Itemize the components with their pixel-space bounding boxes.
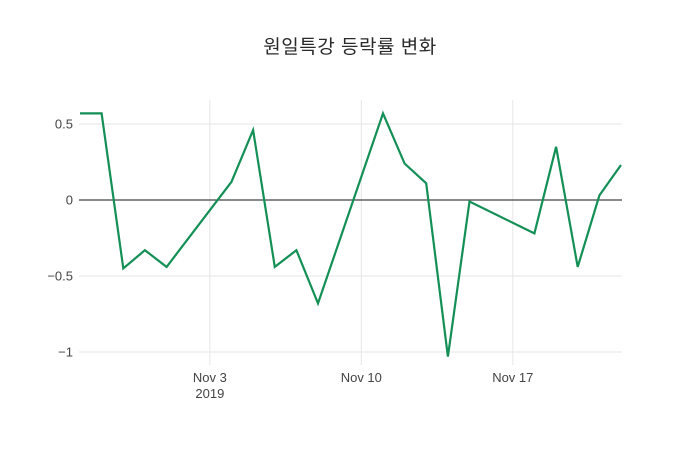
y-tick-label: 0.5 (55, 117, 73, 132)
y-tick-label: −1 (58, 345, 73, 360)
chart-title: 원일특강 등락률 변화 (263, 37, 437, 58)
y-tick-label: 0 (66, 193, 73, 208)
x-tick-label: Nov 10 (341, 370, 382, 385)
x-tick-label: Nov 3 (193, 370, 227, 385)
x-tick-label: Nov 17 (492, 370, 533, 385)
data-line-series (80, 110, 622, 357)
x-tick-year-label: 2019 (195, 386, 224, 401)
y-tick-label: −0.5 (47, 269, 73, 284)
